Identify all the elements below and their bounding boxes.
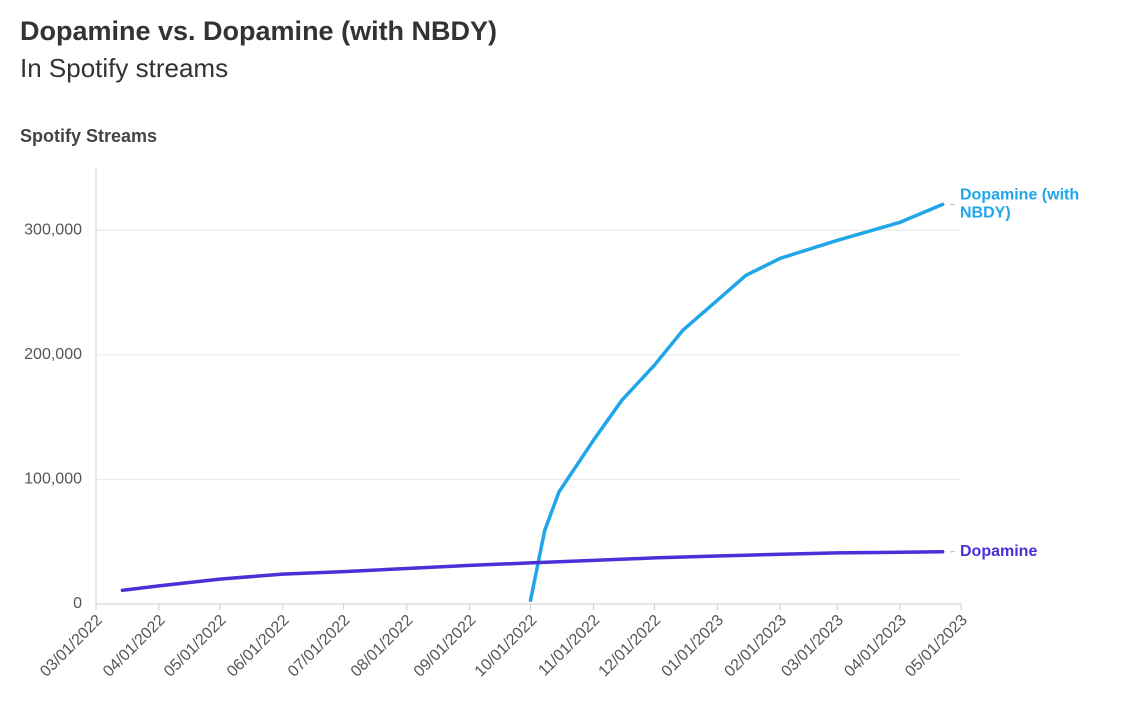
x-tick-label: 11/01/2022 <box>535 612 603 680</box>
y-tick-label: 100,000 <box>24 471 82 488</box>
x-tick-label: 08/01/2022 <box>348 612 417 681</box>
chart-title: Dopamine vs. Dopamine (with NBDY) <box>20 16 497 46</box>
x-tick-label: 10/01/2022 <box>472 612 541 681</box>
x-tick-label: 04/01/2022 <box>100 612 169 681</box>
x-tick-label: 07/01/2022 <box>285 612 354 681</box>
y-tick-label: 0 <box>73 595 82 612</box>
legend-label: Dopamine <box>960 543 1037 560</box>
x-tick-label: 03/01/2023 <box>778 612 847 681</box>
x-tick-label: 05/01/2023 <box>902 612 971 681</box>
x-tick-label: 03/01/2022 <box>37 612 106 681</box>
legend-label: Dopamine (with NBDY) <box>960 187 1079 222</box>
x-tick-label: 09/01/2022 <box>411 612 480 681</box>
x-tick-label: 12/01/2022 <box>596 612 665 681</box>
x-tick-label: 06/01/2022 <box>224 612 293 681</box>
x-tick-label: 05/01/2022 <box>161 612 230 681</box>
x-tick-label: 01/01/2023 <box>659 612 728 681</box>
x-tick-label: 04/01/2023 <box>841 612 910 681</box>
y-tick-label: 300,000 <box>24 222 82 239</box>
series-line <box>528 202 945 603</box>
y-tick-label: 200,000 <box>24 346 82 363</box>
series-line <box>120 549 945 593</box>
chart-subtitle: In Spotify streams <box>20 53 228 83</box>
y-axis-title: Spotify Streams <box>20 126 157 146</box>
